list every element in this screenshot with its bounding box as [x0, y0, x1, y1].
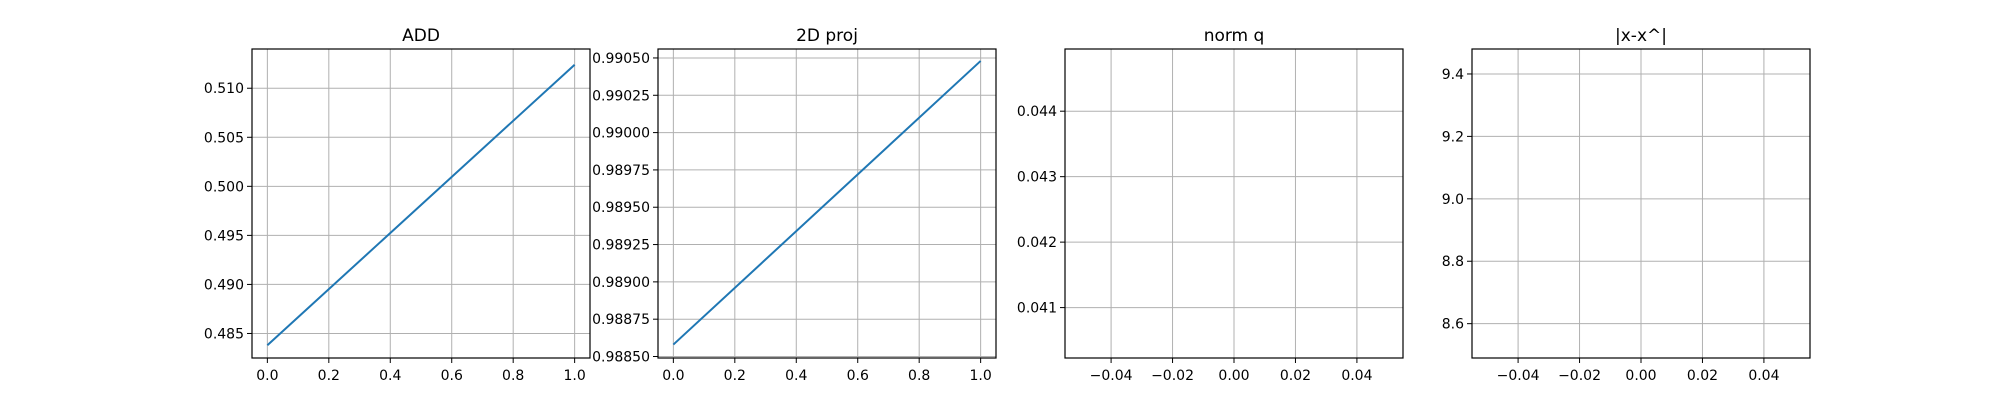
- plot-frame: [657, 48, 997, 359]
- subplot-title: ADD: [402, 26, 440, 46]
- x-tick-label: 0.4: [785, 368, 807, 384]
- x-tick-label: 0.02: [1687, 368, 1718, 384]
- x-tick-label: 0.00: [1218, 368, 1249, 384]
- y-tick-label: 0.500: [204, 179, 244, 195]
- x-tick-label: −0.04: [1497, 368, 1540, 384]
- y-tick-label: 8.8: [1442, 254, 1464, 270]
- subplot-title: 2D proj: [796, 26, 858, 46]
- y-tick-label: 0.98875: [592, 312, 650, 328]
- x-tick-label: 1.0: [970, 368, 992, 384]
- y-tick-label: 9.4: [1442, 67, 1464, 83]
- subplot-1: 0.0 0.2 0.4 0.6 0.8 1.0 0.485 0.490 0.495 0.500 0.…: [204, 26, 591, 384]
- y-tick-label: 0.98975: [592, 163, 650, 179]
- x-tick-label: 0.02: [1280, 368, 1311, 384]
- series-line: [266, 63, 576, 346]
- x-tick-label: 0.6: [847, 368, 869, 384]
- x-tick-label: 0.2: [318, 368, 340, 384]
- x-tick-label: 1.0: [564, 368, 586, 384]
- y-tick-label: 0.041: [1017, 301, 1057, 317]
- x-tick-label: 0.6: [441, 368, 463, 384]
- y-tick-label: 0.99025: [592, 88, 650, 104]
- y-tick-label: 0.044: [1017, 104, 1057, 120]
- y-tick-label: 0.042: [1017, 235, 1057, 251]
- x-tick-label: −0.04: [1090, 368, 1133, 384]
- y-tick-label: 0.98950: [592, 200, 650, 216]
- subplot-4: −0.04 −0.02 0.00 0.02 0.04 8.6 8.8 9.0 9.2 9.4 |x-…: [1442, 26, 1811, 384]
- x-tick-label: 0.2: [724, 368, 746, 384]
- x-tick-label: 0.4: [379, 368, 401, 384]
- y-tick-label: 0.485: [204, 326, 244, 342]
- x-tick-label: 0.00: [1625, 368, 1656, 384]
- plot-frame: [251, 48, 591, 359]
- subplot-3: −0.04 −0.02 0.00 0.02 0.04 0.041 0.042 0.043 0.0…: [1017, 26, 1404, 384]
- x-tick-label: 0.0: [662, 368, 684, 384]
- subplot-title: |x-x^|: [1615, 26, 1667, 46]
- y-tick-label: 0.99000: [592, 126, 650, 142]
- subplot-2: 0.0 0.2 0.4 0.6 0.8 1.0 0.98850 0.98875 0.98900 0…: [592, 26, 997, 384]
- x-tick-label: 0.04: [1748, 368, 1779, 384]
- x-tick-label: 0.8: [502, 368, 524, 384]
- y-tick-label: 8.6: [1442, 317, 1464, 333]
- x-tick-label: −0.02: [1558, 368, 1601, 384]
- y-tick-label: 0.043: [1017, 170, 1057, 186]
- subplot-title: norm q: [1204, 26, 1265, 46]
- y-tick-label: 0.99050: [592, 51, 650, 67]
- y-tick-label: 9.2: [1442, 129, 1464, 145]
- y-tick-label: 0.495: [204, 228, 244, 244]
- y-tick-label: 9.0: [1442, 192, 1464, 208]
- x-tick-label: 0.8: [908, 368, 930, 384]
- y-tick-label: 0.490: [204, 277, 244, 293]
- x-tick-label: 0.0: [256, 368, 278, 384]
- y-tick-label: 0.98850: [592, 350, 650, 366]
- series-line: [672, 60, 982, 346]
- y-tick-label: 0.98900: [592, 275, 650, 291]
- x-tick-label: 0.04: [1341, 368, 1372, 384]
- y-tick-label: 0.505: [204, 130, 244, 146]
- x-tick-label: −0.02: [1151, 368, 1194, 384]
- y-tick-label: 0.98925: [592, 238, 650, 254]
- y-tick-label: 0.510: [204, 81, 244, 97]
